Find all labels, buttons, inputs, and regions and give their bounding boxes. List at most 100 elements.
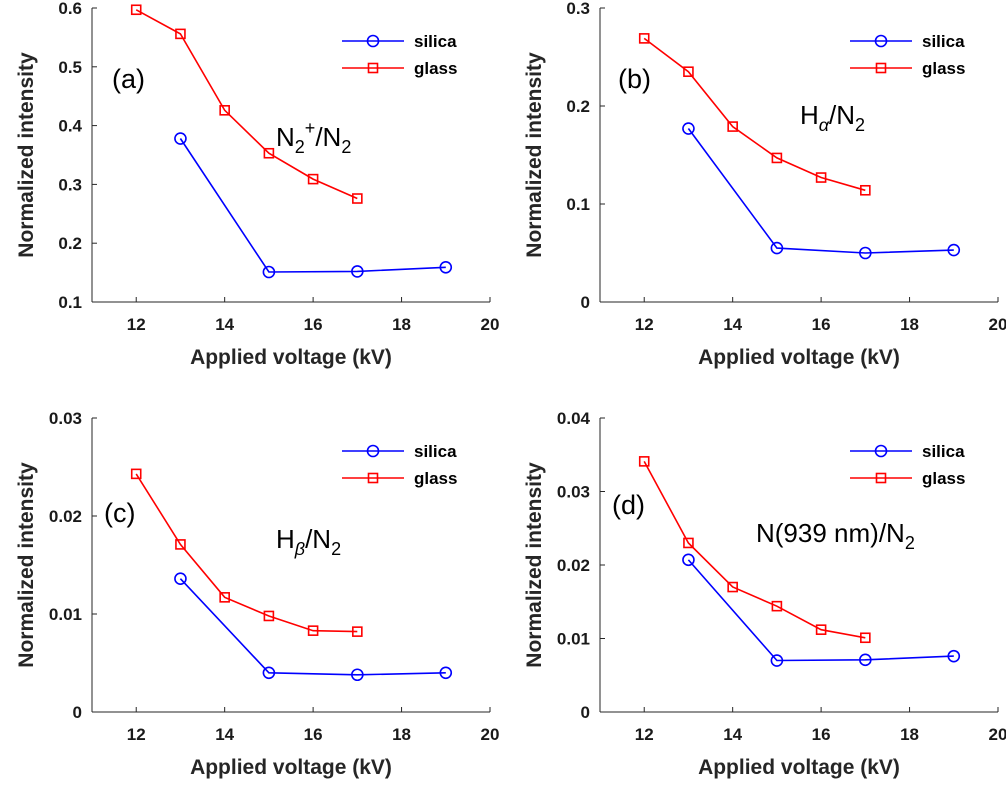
legend-marker-silica [874,34,888,48]
data-point-silica [682,553,695,567]
series-line-silica [179,578,446,676]
x-tick-label: 14 [215,725,234,744]
y-tick-label: 0 [581,703,590,722]
y-tick-label: 0.6 [58,0,82,18]
y-tick-label: 0.2 [58,234,82,253]
data-point-glass [130,4,142,16]
y-tick-label: 0.01 [557,630,590,649]
panel-tag: (c) [104,498,135,528]
series-silica [174,572,453,682]
series-glass [130,468,363,637]
legend-label-glass: glass [922,59,965,78]
y-tick-label: 0.03 [557,483,590,502]
legend: silica glass [850,32,965,78]
x-tick-label: 12 [127,725,146,744]
x-axis-label: Applied voltage (kV) [698,346,900,369]
legend-label-silica: silica [414,32,457,51]
anno-sub: 2 [855,115,865,135]
y-axis-label: Normalized intensity [15,462,38,668]
data-point-silica [262,666,276,680]
data-point-glass [860,184,871,196]
data-point-glass [771,600,783,612]
anno-base: H [800,100,819,130]
series-line-glass [135,473,358,633]
anno-base: N(939 nm) [756,518,879,548]
anno-rest: /N [315,122,341,152]
series-line-silica [687,559,954,662]
x-tick-label: 16 [812,725,831,744]
legend: silica glass [850,442,965,488]
anno-rest: /N [829,100,855,130]
legend: silica glass [342,32,457,78]
data-point-glass [263,147,275,159]
y-tick-label: 0.03 [49,409,82,428]
y-tick-label: 0.5 [58,58,82,77]
anno-sub: 2 [905,533,915,553]
legend: silica glass [342,442,457,488]
data-point-silica [174,132,187,145]
data-point-glass [219,105,230,116]
y-tick-label: 0.04 [557,409,591,428]
panel-3: 12 14 16 18 20 0 0.01 0.02 0.03 Applied voltage (… [15,409,499,779]
x-tick-label: 20 [481,315,500,334]
series-line-glass [643,461,866,639]
y-tick-label: 0.3 [566,0,590,18]
data-point-silica [947,649,961,663]
y-tick-label: 0.02 [49,507,82,526]
legend-marker-silica [366,444,380,458]
x-tick-label: 18 [900,725,919,744]
y-axis-label: Normalized intensity [523,52,546,258]
y-tick-label: 0.1 [58,293,82,312]
x-tick-label: 12 [635,315,654,334]
legend-marker-silica [366,34,380,48]
legend-marker-glass [875,62,887,74]
data-point-silica [439,666,453,680]
data-point-glass [307,625,319,636]
anno-sup: + [305,118,316,138]
y-tick-label: 0 [73,703,82,722]
data-point-glass [815,624,827,635]
data-point-glass [352,626,363,637]
data-point-glass [727,581,738,593]
y-axis-label: Normalized intensity [15,52,38,258]
panel-2: 12 14 16 18 20 0 0.1 0.2 0.3 Applied voltage (kV)… [523,0,1006,369]
data-point-glass [352,193,363,204]
data-point-silica [262,265,276,279]
data-point-glass [771,152,783,164]
y-tick-label: 0.2 [566,97,590,116]
ratio-annotation: N2+/N2 [276,118,351,157]
y-axis-label: Normalized intensity [523,462,546,668]
ratio-annotation: Hα/N2 [800,100,865,135]
data-point-glass [860,632,871,644]
series-glass [130,4,363,204]
anno-greek: β [294,539,305,559]
ratio-annotation: N(939 nm)/N2 [756,518,915,553]
panel-tag: (b) [618,64,651,94]
legend-label-glass: glass [414,469,457,488]
anno-base: H [276,524,295,554]
anno-base: N [276,122,295,152]
y-tick-label: 0 [581,293,590,312]
data-point-silica [682,122,695,135]
x-tick-label: 14 [215,315,234,334]
data-point-glass [683,537,694,549]
data-point-glass [683,66,694,77]
data-point-silica [351,265,364,278]
x-tick-label: 20 [481,725,500,744]
anno-sub: 2 [341,137,351,157]
anno-sub: 2 [331,539,341,559]
series-line-silica [687,128,954,254]
panel-4: 12 14 16 18 20 0 0.01 0.02 0.03 0.04 Applied volta… [523,409,1006,779]
series-silica [682,553,961,667]
panel-1: 12 14 16 18 20 0.1 0.2 0.3 0.4 0.5 0.6 Applied volt… [15,0,499,369]
x-tick-label: 16 [812,315,831,334]
ratio-annotation: Hβ/N2 [276,524,341,559]
data-point-glass [175,539,186,550]
series-line-silica [179,138,446,273]
series-line-glass [643,37,866,192]
legend-label-glass: glass [414,59,457,78]
anno-rest: /N [305,524,331,554]
data-point-silica [439,261,453,274]
legend-marker-glass [875,472,887,484]
